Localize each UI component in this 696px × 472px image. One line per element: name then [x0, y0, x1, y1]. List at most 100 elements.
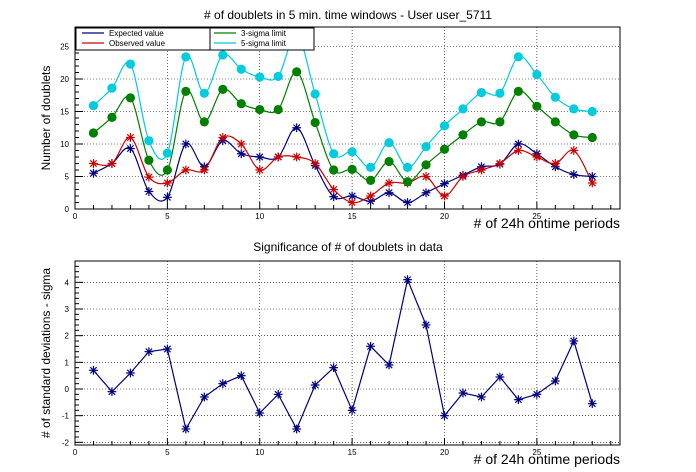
top-series-1-point	[273, 152, 283, 162]
top-y-tick-label: 15	[60, 108, 69, 117]
bottom-x-tick-label: 25	[532, 448, 541, 457]
top-series-2-point	[107, 112, 117, 122]
top-series-0-point	[403, 198, 412, 207]
top-x-tick-label: 10	[255, 212, 264, 221]
bottom-series-0-point	[255, 408, 265, 418]
bottom-series-0-point	[532, 389, 542, 399]
bottom-series-0-point	[144, 347, 154, 357]
bottom-series-0-point	[310, 380, 320, 390]
top-series-1-point	[513, 146, 523, 155]
top-series-2-point	[402, 177, 413, 187]
top-series-2-line	[93, 71, 593, 183]
top-series-3-point	[199, 88, 209, 98]
top-series-3-point	[218, 50, 228, 60]
top-series-1-point	[347, 198, 357, 207]
top-series-2-point	[218, 84, 228, 94]
top-series-2-point	[365, 175, 376, 185]
top-series-3-point	[365, 162, 376, 172]
top-axes: 0 5 10 15 20 25 0 5 10 15 20 25	[60, 26, 612, 221]
top-series-1-point	[199, 165, 209, 175]
top-series-3-point	[181, 52, 191, 62]
top-plot-frame	[74, 26, 621, 210]
bottom-series-0-point	[550, 376, 560, 386]
top-series-3-point	[532, 69, 542, 80]
top-series-3-point	[550, 92, 560, 102]
top-series-2-point	[513, 86, 523, 96]
top-y-tick-label: 5	[65, 173, 70, 182]
top-series-2-point	[384, 156, 394, 167]
bottom-y-tick-label: 1	[65, 358, 70, 367]
top-series-0-point	[126, 144, 135, 153]
legend-label-observed: Observed value	[109, 39, 166, 48]
top-series-2-point	[255, 104, 265, 115]
top-series-0-point	[366, 196, 375, 206]
top-x-tick-label: 5	[165, 212, 170, 221]
top-series-2-point	[199, 117, 209, 127]
top-series-2-point	[273, 104, 283, 115]
top-series-1-point	[144, 172, 154, 182]
top-series-3-point	[329, 149, 339, 159]
top-series-2-point	[162, 165, 172, 175]
bottom-series-0-point	[162, 344, 172, 354]
top-series-2-point	[476, 117, 487, 127]
top-series-2-point	[550, 117, 560, 127]
bottom-series-0-point	[329, 363, 339, 373]
top-series-2-point	[236, 99, 246, 109]
top-series-3-point	[384, 138, 394, 148]
top-y-tick-label: 10	[60, 140, 69, 149]
top-series-0-point	[144, 187, 154, 196]
top-series-1-point	[236, 139, 246, 149]
top-series-1-point	[126, 133, 135, 142]
legend: Expected value Observed value 3-sigma li…	[75, 27, 315, 51]
top-series-3-point	[513, 52, 523, 62]
top-series-0-point	[292, 123, 302, 133]
top-series-2-point	[88, 128, 99, 138]
top-series-2-point	[310, 117, 320, 128]
top-chart-title: # of doublets in 5 min. time windows - U…	[204, 8, 492, 22]
top-series-3-point	[310, 89, 320, 99]
bottom-x-tick-label: 5	[165, 448, 170, 457]
bottom-y-tick-label: 4	[65, 278, 70, 287]
bottom-series-0-point	[458, 388, 468, 398]
bottom-series-0-point	[292, 424, 302, 434]
top-series	[88, 29, 597, 207]
top-series-2-point	[329, 165, 339, 175]
bottom-x-tick-label: 0	[73, 448, 78, 457]
top-series-3-point	[88, 101, 99, 111]
top-series-1-point	[107, 159, 117, 168]
top-series-3-point	[439, 121, 450, 131]
bottom-series-0-point	[347, 405, 357, 415]
top-series-2-point	[458, 130, 468, 140]
top-series-3-point	[495, 88, 505, 98]
top-series-3-point	[476, 88, 487, 98]
top-series-3-point	[569, 104, 579, 114]
bottom-series-0-point	[513, 395, 523, 405]
top-series-1-point	[569, 146, 579, 155]
top-series-1-point	[477, 165, 486, 175]
top-series-1-point	[181, 165, 191, 175]
bottom-series-0-point	[199, 392, 209, 402]
top-series-2-point	[439, 144, 450, 154]
top-series-3-point	[273, 71, 283, 81]
bottom-series-0-point	[587, 399, 597, 409]
bottom-series-0-point	[495, 372, 505, 382]
top-series-0-point	[89, 168, 98, 178]
top-series-2-point	[144, 155, 154, 165]
top-series-2-point	[532, 101, 542, 111]
top-series-2-point	[569, 130, 579, 140]
bottom-axes: 0 5 10 15 20 25 -2 -1 0 1 2 3 4	[62, 260, 612, 457]
bottom-series-0-point	[126, 368, 135, 378]
top-series-0-point	[440, 179, 449, 189]
bottom-y-tick-label: 3	[65, 305, 70, 314]
top-series-2-point	[347, 164, 357, 174]
top-series-3-point	[255, 72, 265, 82]
top-series-0-point	[569, 170, 579, 179]
top-series-1-point	[292, 152, 302, 162]
top-series-1-point	[162, 178, 172, 188]
bottom-chart: Significance of # of doublets in data 0 5…	[39, 240, 621, 467]
top-series-3-point	[458, 104, 468, 114]
bottom-x-tick-label: 20	[440, 448, 449, 457]
bottom-plot-frame	[74, 260, 621, 446]
top-chart: # of doublets in 5 min. time windows - U…	[39, 8, 621, 231]
